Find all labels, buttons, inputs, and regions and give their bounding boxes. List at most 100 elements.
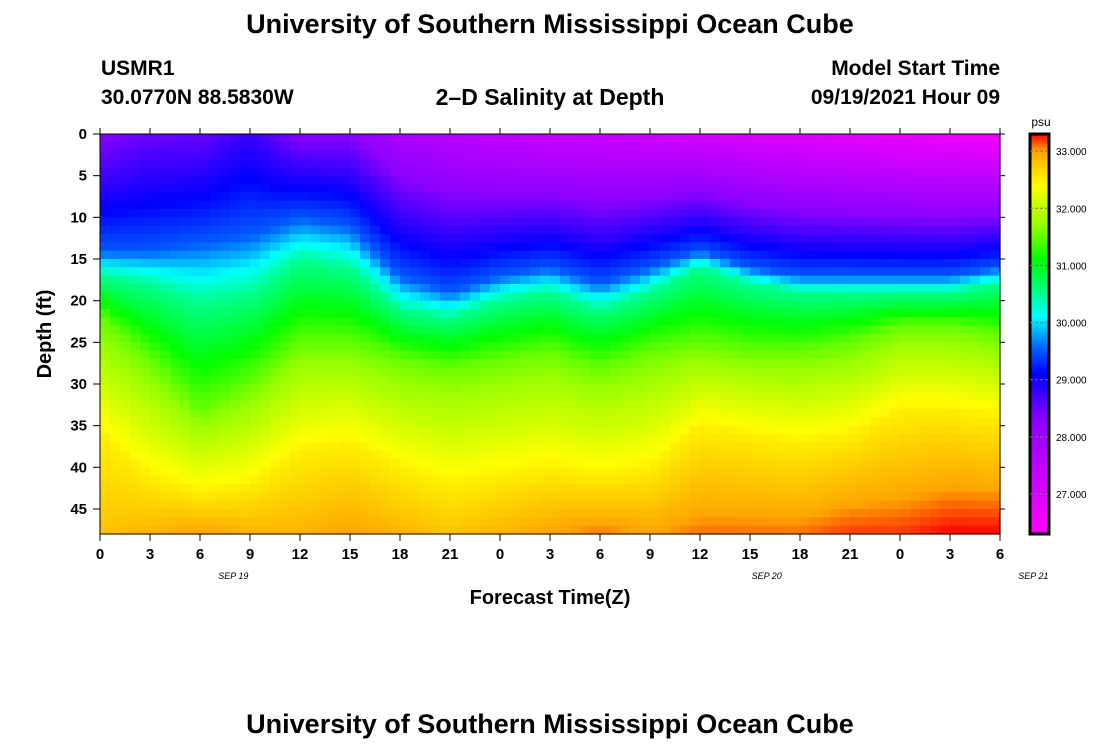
heatmap-cell — [810, 234, 821, 243]
heatmap-cell — [170, 317, 181, 327]
heatmap-cell — [850, 259, 861, 268]
heatmap-cell — [840, 184, 851, 193]
heatmap-cell — [170, 284, 181, 293]
heatmap-cell — [370, 375, 381, 385]
heatmap-cell — [950, 425, 961, 435]
heatmap-cell — [490, 267, 501, 277]
heatmap-cell — [190, 325, 201, 335]
heatmap-cell — [870, 359, 881, 368]
heatmap-cell — [190, 217, 201, 227]
heatmap-cell — [760, 317, 771, 327]
heatmap-cell — [610, 209, 621, 218]
heatmap-cell — [140, 525, 151, 535]
heatmap-cell — [980, 367, 991, 377]
heatmap-cell — [970, 500, 981, 510]
heatmap-cell — [520, 217, 531, 227]
heatmap-cell — [290, 275, 301, 285]
heatmap-cell — [320, 317, 331, 327]
heatmap-cell — [110, 492, 121, 502]
heatmap-cell — [130, 467, 141, 477]
heatmap-cell — [480, 159, 491, 168]
heatmap-cell — [780, 500, 791, 510]
heatmap-cell — [770, 284, 781, 293]
heatmap-cell — [520, 325, 531, 335]
heatmap-cell — [120, 500, 131, 510]
heatmap-cell — [170, 250, 181, 260]
heatmap-cell — [100, 225, 111, 235]
heatmap-cell — [770, 359, 781, 368]
heatmap-cell — [290, 292, 301, 302]
heatmap-cell — [490, 517, 501, 527]
heatmap-cell — [350, 267, 361, 277]
heatmap-cell — [940, 192, 951, 202]
heatmap-cell — [210, 200, 221, 210]
heatmap-cell — [350, 284, 361, 293]
heatmap-cell — [360, 300, 371, 310]
heatmap-cell — [110, 517, 121, 527]
heatmap-cell — [680, 450, 691, 460]
heatmap-cell — [580, 409, 591, 418]
heatmap-cell — [100, 367, 111, 377]
heatmap-cell — [100, 209, 111, 218]
heatmap-cell — [920, 167, 931, 177]
heatmap-cell — [250, 167, 261, 177]
heatmap-cell — [460, 200, 471, 210]
heatmap-cell — [470, 192, 481, 202]
heatmap-cell — [350, 292, 361, 302]
heatmap-cell — [640, 467, 651, 477]
heatmap-cell — [170, 267, 181, 277]
heatmap-cell — [630, 484, 641, 493]
heatmap-cell — [220, 325, 231, 335]
heatmap-cell — [390, 350, 401, 360]
heatmap-cell — [390, 392, 401, 402]
heatmap-cell — [890, 317, 901, 327]
heatmap-cell — [380, 317, 391, 327]
heatmap-cell — [700, 175, 711, 185]
heatmap-cell — [160, 509, 171, 518]
heatmap-cell — [340, 167, 351, 177]
heatmap-cell — [550, 259, 561, 268]
heatmap-cell — [780, 484, 791, 493]
heatmap-cell — [780, 434, 791, 443]
heatmap-cell — [500, 192, 511, 202]
heatmap-cell — [970, 467, 981, 477]
heatmap-cell — [610, 434, 621, 443]
heatmap-cell — [260, 517, 271, 527]
heatmap-cell — [160, 475, 171, 485]
heatmap-cell — [540, 317, 551, 327]
heatmap-cell — [850, 359, 861, 368]
heatmap-cell — [560, 284, 571, 293]
heatmap-cell — [830, 384, 841, 393]
heatmap-cell — [800, 234, 811, 243]
heatmap-cell — [150, 417, 161, 427]
heatmap-cell — [200, 334, 211, 343]
heatmap-cell — [300, 509, 311, 518]
heatmap-cell — [160, 492, 171, 502]
heatmap-cell — [870, 500, 881, 510]
heatmap-cell — [830, 192, 841, 202]
heatmap-cell — [810, 184, 821, 193]
heatmap-cell — [820, 159, 831, 168]
heatmap-cell — [960, 442, 971, 452]
heatmap-cell — [660, 525, 671, 535]
heatmap-cell — [740, 300, 751, 310]
heatmap-cell — [660, 217, 671, 227]
heatmap-cell — [500, 475, 511, 485]
heatmap-cell — [520, 284, 531, 293]
heatmap-cell — [340, 242, 351, 252]
heatmap-cell — [120, 159, 131, 168]
heatmap-cell — [890, 159, 901, 168]
heatmap-cell — [490, 209, 501, 218]
heatmap-cell — [780, 492, 791, 502]
heatmap-cell — [240, 425, 251, 435]
heatmap-cell — [150, 209, 161, 218]
heatmap-cell — [240, 167, 251, 177]
heatmap-cell — [110, 275, 121, 285]
heatmap-cell — [180, 350, 191, 360]
heatmap-cell — [180, 150, 191, 160]
heatmap-cell — [250, 467, 261, 477]
heatmap-cell — [920, 250, 931, 260]
heatmap-cell — [930, 217, 941, 227]
heatmap-cell — [380, 200, 391, 210]
heatmap-cell — [670, 367, 681, 377]
